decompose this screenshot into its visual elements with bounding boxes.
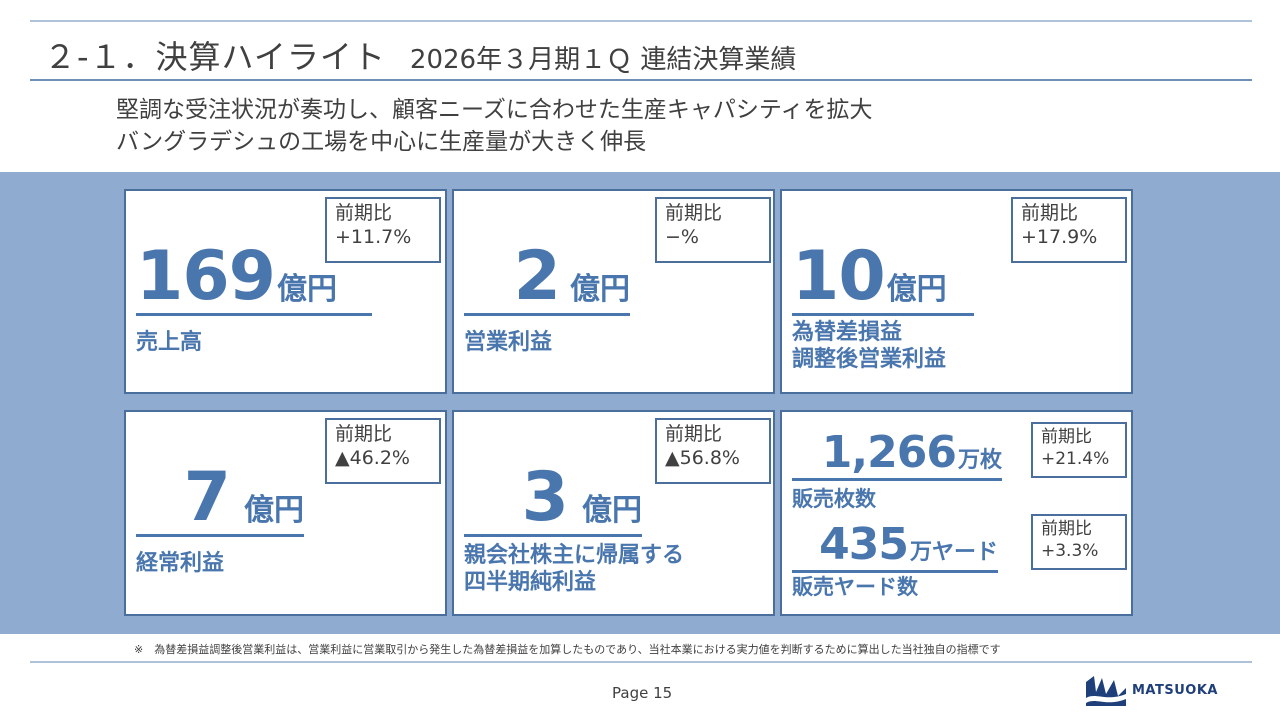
title-divider — [30, 79, 1252, 81]
page-title: ２‐１．決算ハイライト 2026年３月期１Ｑ 連結決算業績 — [44, 32, 796, 78]
operating-label: 営業利益 — [464, 330, 553, 355]
comparison-value: +3.3% — [1041, 541, 1099, 561]
comparison-value: −% — [665, 226, 699, 248]
matsuoka-logo-icon — [1086, 676, 1126, 706]
comparison-label: 前期比 — [1041, 427, 1092, 447]
card-adjusted-operating-profit: 前期比 +17.9% 10 億円 為替差損益 調整後営業利益 — [780, 189, 1133, 394]
net-label: 親会社株主に帰属する 四半期純利益 — [464, 542, 684, 596]
yards-label: 販売ヤード数 — [792, 575, 918, 599]
sales-value: 169 — [136, 237, 276, 316]
comparison-value: +17.9% — [1021, 226, 1098, 248]
sales-label: 売上高 — [136, 330, 203, 355]
net-unit: 億円 — [582, 493, 642, 528]
comparison-label: 前期比 — [1041, 519, 1092, 539]
footnote: ※ 為替差損益調整後営業利益は、営業利益に営業取引から発生した為替差損益を加算し… — [134, 643, 1001, 656]
ordinary-value: 7 — [183, 458, 231, 537]
adjusted-value: 10 — [792, 237, 886, 316]
card-sales: 前期比 +11.7% 169 億円 売上高 — [124, 189, 447, 394]
lead-text: 堅調な受注状況が奏功し、顧客ニーズに合わせた生産キャパシティを拡大 バングラデシ… — [116, 94, 872, 158]
sheets-figure: 1,266 万枚 — [792, 428, 1002, 481]
comparison-box: 前期比 ▲46.2% — [325, 418, 441, 484]
yards-unit: 万ヤード — [909, 540, 998, 565]
top-divider — [30, 20, 1252, 22]
title-main: ２‐１．決算ハイライト — [44, 38, 386, 76]
sales-unit: 億円 — [276, 272, 337, 307]
comparison-label: 前期比 — [665, 423, 723, 445]
operating-value: 2 — [513, 237, 561, 316]
bottom-divider — [30, 661, 1252, 663]
yards-figure: 435 万ヤード — [792, 520, 998, 573]
ordinary-label: 経常利益 — [136, 551, 225, 576]
operating-figure: 2 億円 — [464, 241, 630, 316]
adjusted-figure: 10 億円 — [792, 241, 974, 316]
comparison-box-yards: 前期比 +3.3% — [1031, 514, 1127, 570]
comparison-label: 前期比 — [1021, 202, 1079, 224]
sheets-unit: 万枚 — [957, 448, 1002, 473]
comparison-box: 前期比 −% — [655, 197, 771, 263]
title-sub: 2026年３月期１Ｑ 連結決算業績 — [409, 45, 797, 75]
adjusted-label: 為替差損益 調整後営業利益 — [792, 319, 946, 373]
comparison-box: 前期比 ▲56.8% — [655, 418, 771, 484]
net-label-line-1: 親会社株主に帰属する — [464, 543, 685, 568]
company-logo: MATSUOKA — [1084, 672, 1218, 708]
comparison-label: 前期比 — [335, 423, 393, 445]
sales-figure: 169 億円 — [136, 241, 372, 316]
card-ordinary-profit: 前期比 ▲46.2% 7 億円 経常利益 — [124, 410, 447, 616]
adjusted-unit: 億円 — [886, 272, 947, 307]
operating-unit: 億円 — [570, 272, 630, 307]
net-label-line-2: 四半期純利益 — [464, 570, 597, 595]
comparison-box: 前期比 +17.9% — [1011, 197, 1127, 263]
comparison-label: 前期比 — [665, 202, 723, 224]
lead-line-1: 堅調な受注状況が奏功し、顧客ニーズに合わせた生産キャパシティを拡大 — [116, 97, 873, 123]
comparison-box: 前期比 +11.7% — [325, 197, 441, 263]
sheets-label: 販売枚数 — [792, 487, 876, 511]
ordinary-unit: 億円 — [244, 493, 304, 528]
page-number: Page 15 — [612, 684, 673, 702]
comparison-value: ▲46.2% — [335, 447, 410, 469]
card-net-profit: 前期比 ▲56.8% 3 億円 親会社株主に帰属する 四半期純利益 — [452, 410, 775, 616]
adjusted-label-line-1: 為替差損益 — [792, 320, 903, 345]
comparison-value: +21.4% — [1041, 449, 1110, 469]
ordinary-figure: 7 億円 — [136, 462, 304, 537]
card-sales-volume: 前期比 +21.4% 1,266 万枚 販売枚数 前期比 +3.3% 435 万… — [780, 410, 1133, 616]
comparison-label: 前期比 — [335, 202, 393, 224]
comparison-value: +11.7% — [335, 226, 412, 248]
yards-value: 435 — [819, 519, 909, 570]
logo-text: MATSUOKA — [1132, 682, 1218, 698]
adjusted-label-line-2: 調整後営業利益 — [792, 347, 947, 372]
net-value: 3 — [521, 458, 569, 537]
comparison-box-sheets: 前期比 +21.4% — [1031, 422, 1127, 478]
lead-line-2: バングラデシュの工場を中心に生産量が大きく伸長 — [116, 129, 647, 155]
card-operating-profit: 前期比 −% 2 億円 営業利益 — [452, 189, 775, 394]
comparison-value: ▲56.8% — [665, 447, 740, 469]
sheets-value: 1,266 — [821, 427, 957, 478]
net-figure: 3 億円 — [464, 462, 642, 537]
